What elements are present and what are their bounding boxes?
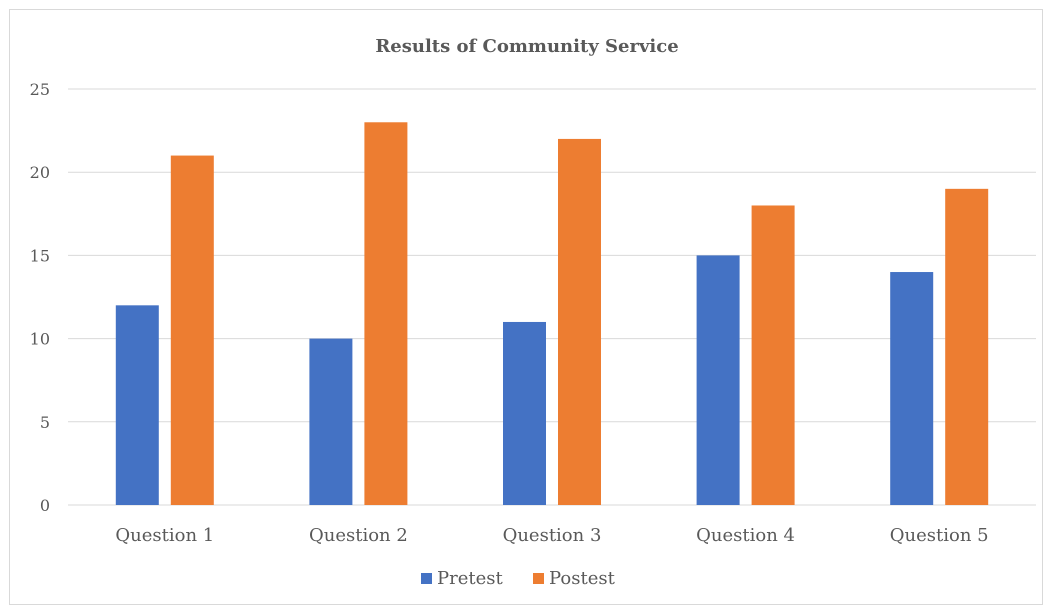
bar-postest-1 <box>170 155 214 505</box>
bar-pretest-5 <box>890 272 934 505</box>
legend-swatch-pretest <box>421 573 432 584</box>
chart-title: Results of Community Service <box>375 36 678 57</box>
bar-pretest-4 <box>696 255 740 505</box>
y-tick-label: 5 <box>40 413 50 432</box>
x-category-label: Question 1 <box>115 525 214 546</box>
x-category-label: Question 4 <box>696 525 795 546</box>
x-category-label: Question 2 <box>309 525 408 546</box>
y-axis-ticks: 0 5 10 15 20 25 <box>30 80 50 515</box>
gridlines <box>68 88 1036 506</box>
legend-label-postest: Postest <box>549 568 616 589</box>
bar-pretest-3 <box>503 321 546 505</box>
bar-postest-3 <box>558 138 601 506</box>
x-category-label: Question 5 <box>890 525 989 546</box>
y-tick-label: 25 <box>30 80 50 99</box>
bar-pretest-2 <box>309 338 353 505</box>
legend-label-pretest: Pretest <box>437 568 503 589</box>
bar-pretest-1 <box>115 305 159 505</box>
x-axis-categories: Question 1 Question 2 Question 3 Question 4… <box>115 525 988 546</box>
legend: Pretest Postest <box>421 568 616 589</box>
x-category-label: Question 3 <box>503 525 602 546</box>
bar-postest-2 <box>364 122 408 505</box>
bar-postest-5 <box>945 188 989 505</box>
legend-swatch-postest <box>533 573 544 584</box>
y-tick-label: 10 <box>30 330 50 349</box>
bars <box>115 122 989 506</box>
y-tick-label: 20 <box>30 163 50 182</box>
y-tick-label: 0 <box>40 496 50 515</box>
bar-postest-4 <box>751 205 795 506</box>
y-tick-label: 15 <box>30 246 50 265</box>
